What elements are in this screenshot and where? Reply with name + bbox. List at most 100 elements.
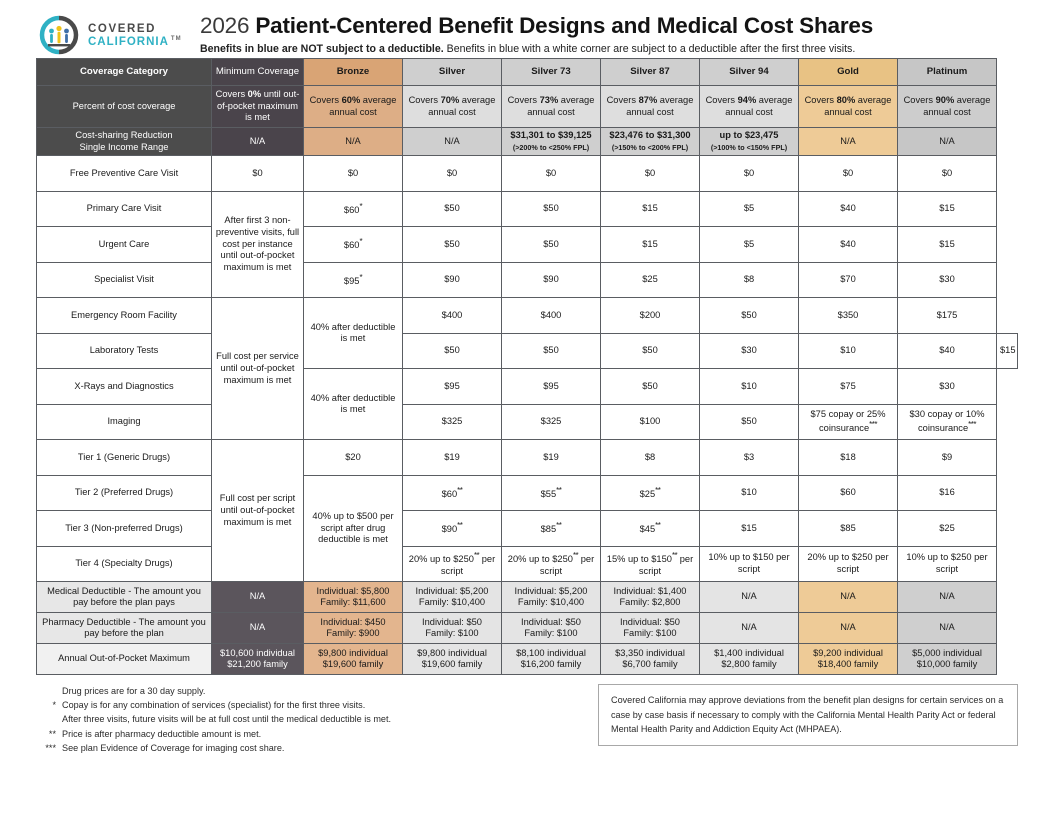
cell-silver-94-r5: $10 [798,332,898,370]
column-header-silver-94: Silver 94 [699,58,799,86]
row-label-tier-3-non-preferred-drugs: Tier 3 (Non-preferred Drugs) [36,510,212,547]
row-label-pharmacy-deductible: Pharmacy Deductible - The amount you pay… [36,612,212,645]
page-subtitle: Benefits in blue are NOT subject to a de… [200,43,873,56]
footnote-text: See plan Evidence of Coverage for imagin… [62,742,285,753]
footnote-text: After three visits, future visits will b… [62,714,392,725]
csr-cell-silver-73: $31,301 to $39,125 (>200% to <250% FPL) [501,126,601,157]
row-label-percent-coverage: Percent of cost coverage [36,85,212,128]
cost-sharing-reduction-row: Cost-sharing Reduction Single Income Rang… [36,126,1018,157]
table-row: Tier 3 (Non-preferred Drugs) $90** $85** $4… [36,510,1018,547]
cell-silver-r5: $50 [501,332,601,370]
annual-out-of-pocket-maximum-row: Annual Out-of-Pocket Maximum $10,600 indi… [36,643,1018,676]
cell-silver-73-r6: $95 [501,368,601,405]
column-header-platinum: Platinum [897,58,997,86]
medical-deductible-cell-bronze: Individual: $5,800 Family: $11,600 [303,581,403,614]
cell-silver-73-r4: $400 [501,297,601,334]
page-title: 2026 Patient-Centered Benefit Designs an… [200,13,873,39]
csr-cell-silver-94: up to $23,475 (>100% to <150% FPL) [699,126,799,157]
cell-silver-73-r9: $55** [501,474,601,512]
oop-cell-silver-94: $1,400 individual $2,800 family [699,643,799,676]
oop-cell-silver-73: $8,100 individual $16,200 family [501,643,601,676]
row-label-tier-4-specialty-drugs: Tier 4 (Specialty Drugs) [36,545,212,583]
cell-silver-94-r9: $10 [699,474,799,512]
cell-silver-94-r3: $8 [699,261,799,299]
pharmacy-deductible-cell-gold: N/A [798,612,898,645]
cell-platinum-r6: $30 [897,368,997,405]
cell-bronze-r6: 40% after deductible is met [303,368,403,441]
cell-silver-73-r10: $45** [600,510,700,547]
page-header: COVERED CALIFORNIA TM 2026 Patient-Center… [0,0,1054,58]
cell-bronze-r9: 40% up to $500 per script after drug ded… [303,474,403,583]
cell-silver-r7: $325 [501,403,601,441]
cell-platinum-r4: $175 [897,297,997,334]
cell-gold-r10: $25 [897,510,997,547]
cell-gold-r9: $60 [798,474,898,512]
cell-bronze-r0: $0 [303,155,403,192]
benefits-table: Coverage Category Minimum Coverage Bronze S… [36,58,1018,676]
row-label-laboratory-tests: Laboratory Tests [36,332,212,370]
percent-cell-bronze: Covers 60% average annual cost [303,85,403,128]
medical-deductible-cell-silver-87: Individual: $1,400 Family: $2,800 [600,581,700,614]
cell-silver-94-r7: $75 copay or 25% coinsurance*** [798,403,898,441]
cell-silver-73-r5: $50 [600,332,700,370]
oop-cell-platinum: $5,000 individual $10,000 family [897,643,997,676]
table-row: Urgent Care $60* $50 $50 $15 $5 $40 $15 [36,226,1018,263]
benefits-table-wrap: Coverage Category Minimum Coverage Bronze S… [0,58,1054,676]
percent-cell-silver-94: Covers 94% average annual cost [699,85,799,128]
brand-logo: COVERED CALIFORNIA TM [36,12,186,58]
cell-silver-r11: 20% up to $250** per script [501,545,601,583]
table-row: Tier 1 (Generic Drugs) Full cost per scri… [36,439,1018,583]
cell-bronze-r5: $50 [402,332,502,370]
cell-silver-r2: $50 [402,226,502,263]
page-title-year: 2026 [200,13,250,38]
row-label-imaging: Imaging [36,403,212,441]
title-block: 2026 Patient-Centered Benefit Designs an… [186,12,873,56]
parity-note-text: Covered California may approve deviation… [611,695,1004,735]
cell-silver-94-r2: $5 [699,226,799,263]
table-row: Tier 2 (Preferred Drugs) 40% up to $500 p… [36,474,1018,583]
cell-silver-87-r3: $25 [600,261,700,299]
table-row: Laboratory Tests $50 $50 $50 $30 $10 $40 $15 [36,332,1018,370]
column-header-coverage-category: Coverage Category [36,58,212,86]
footnote-marker: ** [48,728,56,739]
table-row: Specialist Visit $95* $90 $90 $25 $8 $70 $30 [36,261,1018,299]
cell-silver-94-r10: $85 [798,510,898,547]
medical-deductible-row: Medical Deductible - The amount you pay … [36,581,1018,614]
cell-platinum-r8: $9 [897,439,997,476]
table-row: Primary Care Visit After first 3 non-prev… [36,190,1018,299]
column-header-silver-73: Silver 73 [501,58,601,86]
cell-bronze-r4: 40% after deductible is met [303,297,403,370]
cell-silver-r9: $60** [402,474,502,512]
page-subtitle-rest: Benefits in blue with a white corner are… [443,42,856,55]
percent-cell-minimum: Covers 0% until out-of-pocket maximum is… [211,85,304,128]
cell-silver-87-r5: $30 [699,332,799,370]
cell-silver-94-r1: $5 [699,190,799,228]
cell-silver-73-r7: $100 [600,403,700,441]
footnote-item: * Copay is for any combination of service… [36,698,596,712]
cell-gold-r4: $350 [798,297,898,334]
pharmacy-deductible-cell-silver-94: N/A [699,612,799,645]
cell-platinum-r1: $15 [897,190,997,228]
cell-silver-r8: $19 [402,439,502,476]
footnote-text: Copay is for any combination of services… [62,700,366,711]
footnote-marker [36,712,62,726]
table-row: Emergency Room Facility Full cost per ser… [36,297,1018,441]
minimum-coverage-cell: Full cost per script until out-of-pocket… [211,439,304,583]
oop-cell-gold: $9,200 individual $18,400 family [798,643,898,676]
column-header-silver-87: Silver 87 [600,58,700,86]
footnote-text: Drug prices are for a 30 day supply. [62,686,206,697]
cell-silver-r1: $50 [402,190,502,228]
medical-deductible-cell-silver-94: N/A [699,581,799,614]
oop-cell-bronze: $9,800 individual $19,600 family [303,643,403,676]
cell-silver-r0: $0 [402,155,502,192]
pharmacy-deductible-cell-silver: Individual: $50 Family: $100 [402,612,502,645]
csr-cell-bronze: N/A [303,126,403,157]
csr-cell-silver: N/A [402,126,502,157]
minimum-coverage-cell: After first 3 non-preventive visits, ful… [211,190,304,299]
table-header-row: Coverage Category Minimum Coverage Bronze S… [36,58,1018,86]
oop-cell-silver: $9,800 individual $19,600 family [402,643,502,676]
cell-gold-r1: $40 [798,190,898,228]
cell-gold-r11: 10% up to $250 per script [897,545,997,583]
cell-bronze-r8: $20 [303,439,403,476]
cell-silver-87-r8: $8 [600,439,700,476]
